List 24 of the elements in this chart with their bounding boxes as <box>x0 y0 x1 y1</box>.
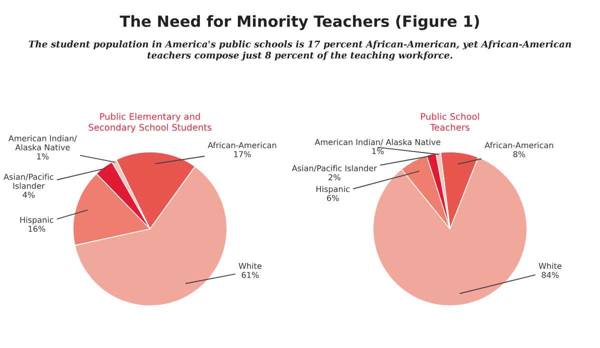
text: The student population in America's public schools is 17 percent African-American, yet African-American teachers compose just 8 percent of the teaching workforce. <box>28 40 572 61</box>
data-label: 6% <box>327 194 339 202</box>
data-label: 84% <box>542 272 559 278</box>
data-label: 16% <box>28 226 46 232</box>
slice-label: Hispanic <box>20 216 54 224</box>
data-label: 2% <box>328 174 340 180</box>
slice-label: American Indian/ Alaska Native <box>314 138 440 146</box>
slice-label: Asian/Pacific Islander <box>4 174 54 189</box>
data-label: 8% <box>513 151 526 158</box>
slice-label: White <box>238 262 262 269</box>
data-label: 61% <box>242 272 259 278</box>
slice-label: African-American <box>484 142 554 148</box>
data-label: 1% <box>37 153 49 160</box>
chart-title: Public Elementary and Secondary School Students <box>88 112 212 132</box>
data-label: 1% <box>372 148 384 154</box>
slice-label: American Indian/ Alaska Native <box>8 135 77 150</box>
slice-label: Hispanic <box>316 186 350 194</box>
text: The Need for Minority Teachers (Figure 1) <box>120 15 479 30</box>
data-label: 4% <box>22 192 35 198</box>
data-label: 17% <box>234 151 251 158</box>
slice-label: White <box>538 262 562 269</box>
chart-title: Public School Teachers <box>421 112 479 131</box>
slice-label: Asian/Pacific Islander <box>292 165 377 172</box>
slice-label: African-American <box>208 142 276 148</box>
